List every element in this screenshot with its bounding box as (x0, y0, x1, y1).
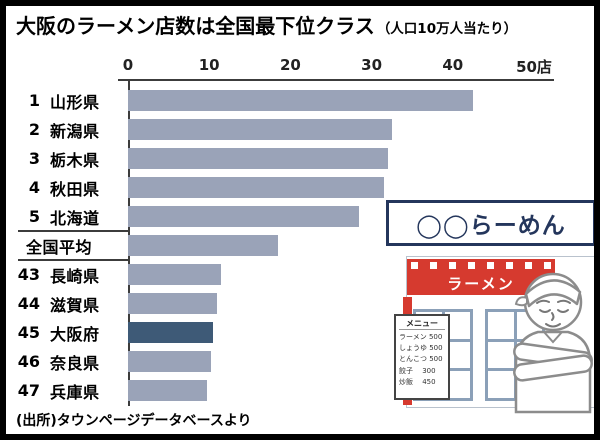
row-label: 全国平均 (6, 231, 130, 260)
prefecture-label: 長崎県 (50, 266, 100, 286)
menu-items: ラーメン 500 しょうゆ 500 とんこつ 500 餃子 300 炒飯 450 (399, 332, 445, 388)
x-axis-tick: 0 (122, 56, 134, 74)
rank-label: 47 (17, 381, 40, 400)
row-label: 43 長崎県 (6, 260, 130, 289)
ramen-shop-illustration: ◯◯らーめん ラーメン メニュー ラーメン 500 しょうゆ 500 とんこつ 50… (384, 200, 594, 416)
row-label: 3 栃木県 (6, 144, 130, 173)
prefecture-label: 秋田県 (50, 179, 100, 199)
row-label: 5 北海道 (6, 202, 130, 231)
rank-label: 45 (17, 323, 40, 342)
shop-sign: ◯◯らーめん (386, 200, 594, 246)
prefecture-label: 全国平均 (26, 237, 93, 257)
rank-label: 1 (28, 91, 40, 110)
menu-item: しょうゆ 500 (399, 344, 443, 353)
x-axis-line (118, 79, 554, 81)
row-label: 1 山形県 (6, 86, 130, 115)
x-axis-tick: 30 (361, 56, 383, 74)
x-axis-tick: 20 (279, 56, 301, 74)
prefecture-label: 滋賀県 (50, 295, 100, 315)
prefecture-label: 奈良県 (50, 353, 100, 373)
menu-item: とんこつ 500 (399, 355, 443, 364)
rank-label: 46 (17, 352, 40, 371)
rank-label: 3 (28, 149, 40, 168)
rank-label: 5 (28, 207, 40, 226)
menu-item: 餃子 300 (399, 366, 436, 375)
row-label: 46 奈良県 (6, 347, 130, 376)
bar-row-4 (128, 206, 360, 227)
rank-label: 2 (28, 120, 40, 139)
banner-text: ラーメン (447, 275, 515, 293)
row-label: 2 新潟県 (6, 115, 130, 144)
row-labels: 1 山形県 2 新潟県 3 栃木県 4 秋田県 5 北海道 全国平均 43 長崎県 44 滋賀県 45 大阪府 4… (6, 86, 130, 405)
group-separator-top5 (18, 230, 130, 232)
prefecture-label: 北海道 (50, 208, 100, 228)
rank-label: 43 (17, 265, 40, 284)
prefecture-label: 栃木県 (50, 150, 100, 170)
source-note: (出所)タウンページデータベースより (16, 413, 252, 429)
bar-row-1 (128, 119, 392, 140)
row-label: 45 大阪府 (6, 318, 130, 347)
page-title-row: 大阪のラーメン店数は全国最下位クラス （人口10万人当たり） (16, 10, 517, 39)
x-axis: 0 10 20 30 40 50店 (123, 56, 552, 76)
menu-item: ラーメン 500 (399, 333, 443, 341)
prefecture-label: 新潟県 (50, 121, 100, 141)
row-label: 44 滋賀県 (6, 289, 130, 318)
bar-row-2 (128, 148, 388, 169)
bar-row-8 (128, 322, 214, 343)
chef-character-icon (513, 272, 593, 414)
page-title: 大阪のラーメン店数は全国最下位クラス (16, 14, 375, 38)
rank-label: 44 (17, 294, 40, 313)
bar-row-9 (128, 351, 211, 372)
x-axis-tick: 50店 (516, 58, 552, 76)
menu-item: 炒飯 450 (399, 377, 436, 386)
bar-row-10 (128, 380, 207, 401)
menu-board: メニュー ラーメン 500 しょうゆ 500 とんこつ 500 餃子 300 炒飯 45… (394, 314, 450, 400)
prefecture-label: 山形県 (50, 92, 100, 112)
x-axis-tick: 40 (442, 56, 464, 74)
group-separator-average (18, 259, 130, 261)
row-label: 4 秋田県 (6, 173, 130, 202)
row-label: 47 兵庫県 (6, 376, 130, 405)
x-axis-tick: 10 (198, 56, 220, 74)
bar-row-0 (128, 90, 474, 111)
rank-label: 4 (28, 178, 40, 197)
bar-row-7 (128, 293, 218, 314)
bar-row-6 (128, 264, 222, 285)
title-note: （人口10万人当たり） (376, 21, 518, 37)
prefecture-label: 大阪府 (50, 324, 100, 344)
bar-row-5 (128, 235, 279, 256)
bar-plot-area (128, 86, 534, 405)
menu-title: メニュー (399, 318, 445, 330)
shop-sign-text: ◯◯らーめん (416, 213, 566, 239)
bar-row-3 (128, 177, 384, 198)
banner-pattern (411, 262, 551, 269)
prefecture-label: 兵庫県 (50, 382, 100, 402)
